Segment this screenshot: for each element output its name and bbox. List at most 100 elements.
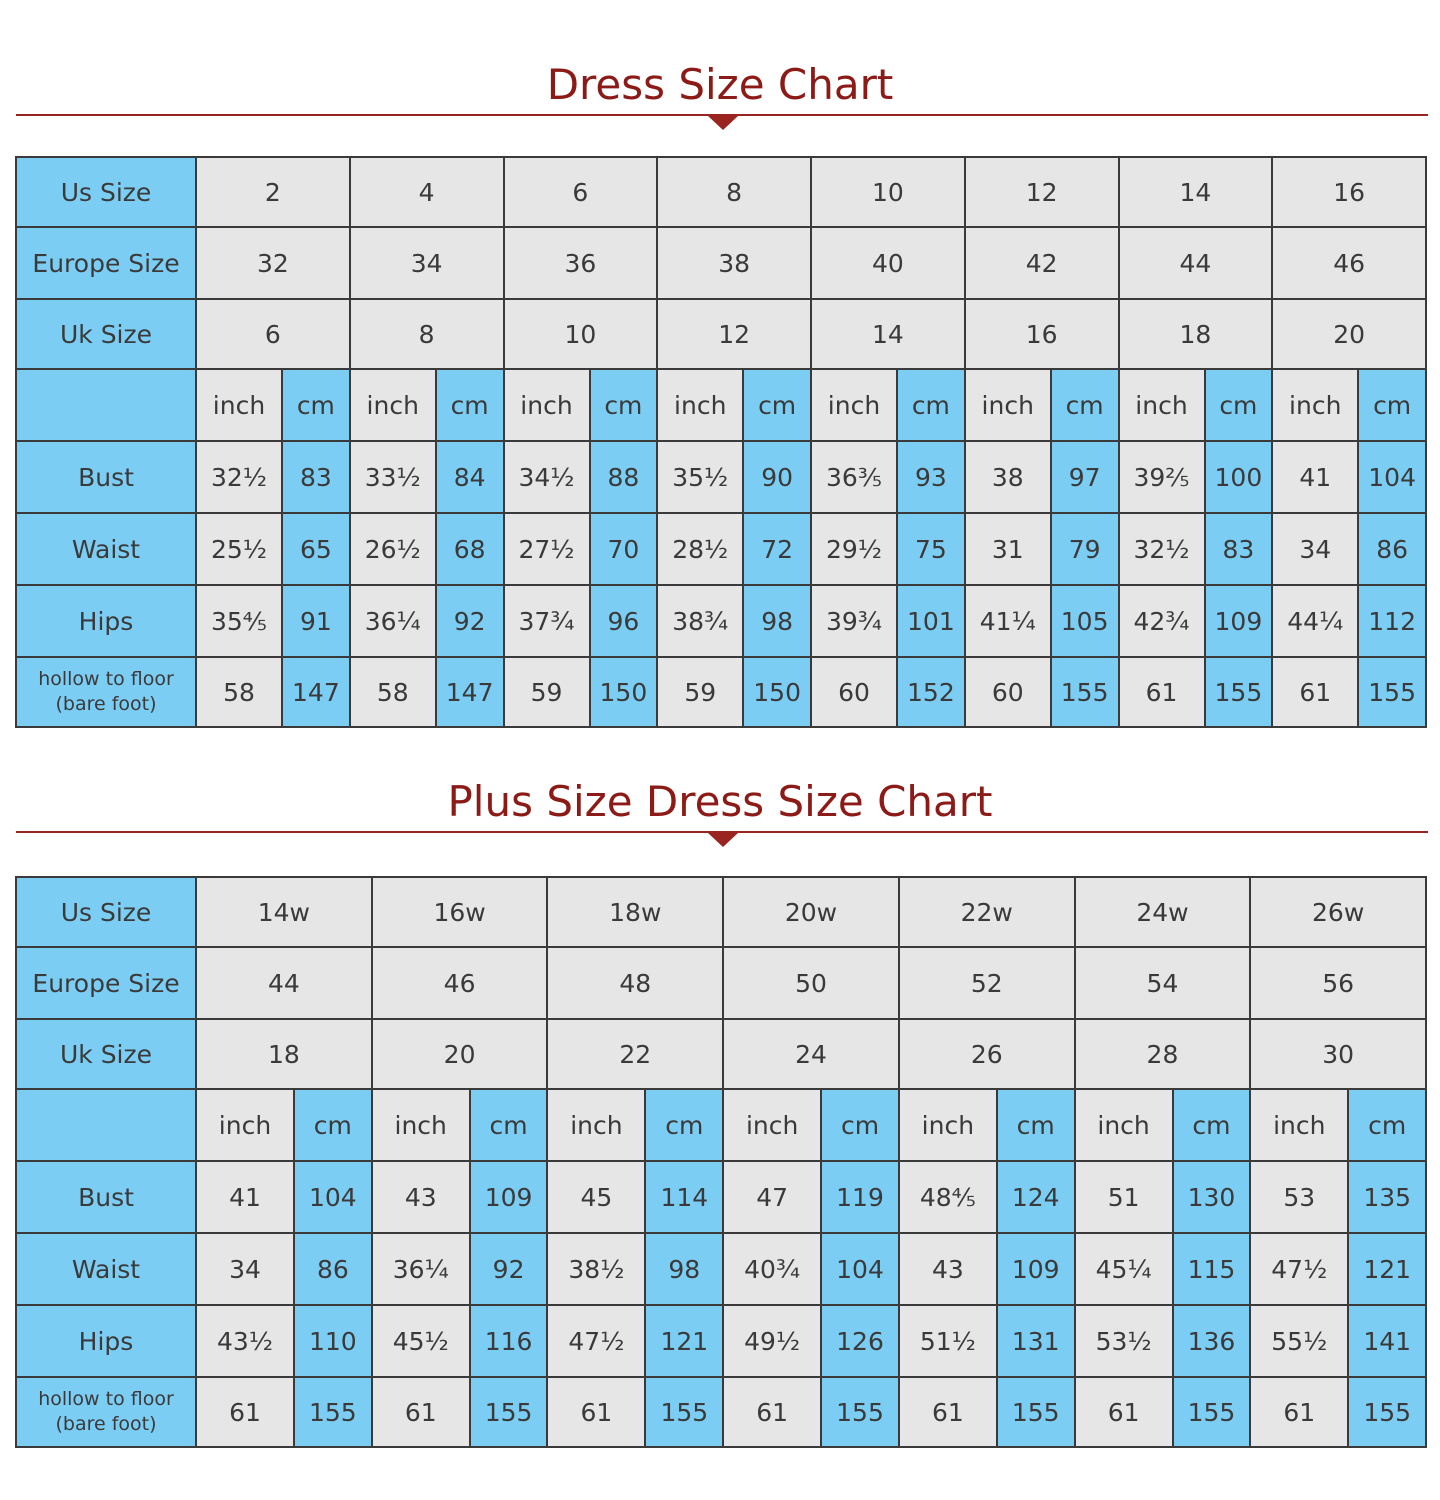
us-size-label: Us Size (15, 156, 197, 228)
waist-label: Waist (15, 1232, 197, 1306)
hollow-to-floor-cm-value: 150 (588, 656, 659, 728)
uk-size-row: Uk Size 6 8 10 12 14 16 18 20 (15, 298, 1427, 370)
waist-inch-value: 40¾ (722, 1232, 823, 1306)
us-size-value: 16 (1271, 156, 1427, 228)
hollow-to-floor-row: hollow to floor (bare foot) 58 147 58 147 59 15… (15, 656, 1427, 728)
uk-size-value: 20 (1271, 298, 1427, 370)
waist-cm-value: 92 (468, 1232, 549, 1306)
unit-cm-label: cm (742, 368, 812, 442)
waist-inch-value: 34 (195, 1232, 295, 1306)
hollow-to-floor-inch-value: 61 (897, 1376, 998, 1448)
bust-row: Bust 32½ 83 33½ 84 34½ 88 35½ 90 36⅗ 93 38 97 39⅖ 100 4… (15, 440, 1427, 514)
hips-cm-value: 116 (468, 1304, 549, 1378)
waist-cm-value: 68 (434, 512, 505, 586)
waist-inch-value: 27½ (502, 512, 591, 586)
unit-cm-label: cm (1049, 368, 1120, 442)
hollow-to-floor-inch-value: 61 (1117, 656, 1206, 728)
divider-arrow-icon (708, 833, 738, 847)
bust-inch-value: 43 (370, 1160, 471, 1234)
hips-cm-value: 110 (293, 1304, 373, 1378)
bust-cm-value: 90 (742, 440, 812, 514)
unit-cm-label: cm (293, 1088, 373, 1162)
hollow-to-floor-row: hollow to floor (bare foot) 61 155 61 155 61 15… (15, 1376, 1428, 1448)
uk-size-label: Uk Size (15, 1018, 197, 1090)
waist-inch-value: 25½ (195, 512, 283, 586)
hips-inch-value: 35⅘ (195, 584, 283, 658)
hollow-to-floor-cm-value: 155 (644, 1376, 725, 1448)
divider-arrow-icon (708, 116, 738, 130)
hollow-to-floor-inch-value: 58 (195, 656, 283, 728)
us-size-value: 14 (1117, 156, 1274, 228)
waist-inch-value: 38½ (546, 1232, 647, 1306)
hollow-to-floor-label: hollow to floor (bare foot) (15, 656, 197, 728)
waist-inch-value: 45¼ (1073, 1232, 1174, 1306)
europe-size-value: 36 (502, 226, 659, 300)
europe-size-value: 56 (1249, 946, 1428, 1020)
unit-cm-label: cm (281, 368, 351, 442)
hips-cm-value: 131 (995, 1304, 1076, 1378)
unit-inch-label: inch (810, 368, 898, 442)
us-size-value: 20w (722, 876, 900, 948)
bust-cm-value: 135 (1347, 1160, 1428, 1234)
waist-inch-value: 31 (963, 512, 1052, 586)
hollow-to-floor-cm-value: 155 (995, 1376, 1076, 1448)
hips-row: Hips 35⅘ 91 36¼ 92 37¾ 96 38¾ 98 39¾ 101 41¼ 105 42¾ 1… (15, 584, 1427, 658)
bust-inch-value: 32½ (195, 440, 283, 514)
hips-label: Hips (15, 1304, 197, 1378)
europe-size-label: Europe Size (15, 946, 197, 1020)
unit-cm-label: cm (434, 368, 505, 442)
hips-cm-value: 141 (1347, 1304, 1428, 1378)
hollow-to-floor-inch-value: 61 (1073, 1376, 1174, 1448)
unit-inch-label: inch (1249, 1088, 1350, 1162)
plus-size-chart-title: Plus Size Dress Size Chart (447, 777, 993, 826)
uk-size-value: 10 (502, 298, 659, 370)
hollow-to-floor-cm-value: 155 (1347, 1376, 1428, 1448)
us-size-value: 16w (370, 876, 549, 948)
europe-size-value: 54 (1073, 946, 1252, 1020)
unit-inch-label: inch (348, 368, 437, 442)
units-corner (15, 1088, 197, 1162)
unit-inch-label: inch (722, 1088, 823, 1162)
uk-size-value: 24 (722, 1018, 900, 1090)
us-size-value: 22w (897, 876, 1076, 948)
waist-inch-value: 47½ (1249, 1232, 1350, 1306)
us-size-value: 18w (546, 876, 725, 948)
waist-inch-value: 43 (897, 1232, 998, 1306)
hips-inch-value: 45½ (370, 1304, 471, 1378)
hollow-to-floor-inch-value: 61 (195, 1376, 295, 1448)
hips-inch-value: 55½ (1249, 1304, 1350, 1378)
bust-inch-value: 53 (1249, 1160, 1350, 1234)
bust-inch-value: 36⅗ (810, 440, 898, 514)
europe-size-value: 50 (722, 946, 900, 1020)
unit-inch-label: inch (1271, 368, 1360, 442)
bust-inch-value: 41 (1271, 440, 1360, 514)
us-size-row: Us Size 2 4 6 8 10 12 14 16 (15, 156, 1427, 228)
waist-cm-value: 121 (1347, 1232, 1428, 1306)
units-row: inch cm inch cm inch cm inch cm inch cm inch cm inch… (15, 368, 1427, 442)
uk-size-value: 18 (1117, 298, 1274, 370)
hips-inch-value: 51½ (897, 1304, 998, 1378)
bust-cm-value: 114 (644, 1160, 725, 1234)
waist-cm-value: 72 (742, 512, 812, 586)
units-row: inch cm inch cm inch cm inch cm inch cm inch cm inch… (15, 1088, 1428, 1162)
uk-size-value: 18 (195, 1018, 373, 1090)
uk-size-value: 22 (546, 1018, 725, 1090)
uk-size-value: 8 (348, 298, 505, 370)
bust-inch-value: 41 (195, 1160, 295, 1234)
hips-cm-value: 105 (1049, 584, 1120, 658)
hips-cm-value: 126 (820, 1304, 900, 1378)
hips-inch-value: 39¾ (810, 584, 898, 658)
europe-size-value: 32 (195, 226, 351, 300)
europe-size-label: Europe Size (15, 226, 197, 300)
unit-inch-label: inch (897, 1088, 998, 1162)
hollow-label-line2: (bare foot) (55, 693, 157, 715)
hollow-to-floor-inch-value: 61 (370, 1376, 471, 1448)
hollow-to-floor-inch-value: 61 (1271, 656, 1360, 728)
us-size-value: 8 (656, 156, 812, 228)
hips-inch-value: 49½ (722, 1304, 823, 1378)
hollow-to-floor-inch-value: 59 (656, 656, 745, 728)
europe-size-value: 48 (546, 946, 725, 1020)
hollow-to-floor-cm-value: 155 (293, 1376, 373, 1448)
uk-size-value: 16 (963, 298, 1120, 370)
hollow-to-floor-cm-value: 155 (1357, 656, 1427, 728)
